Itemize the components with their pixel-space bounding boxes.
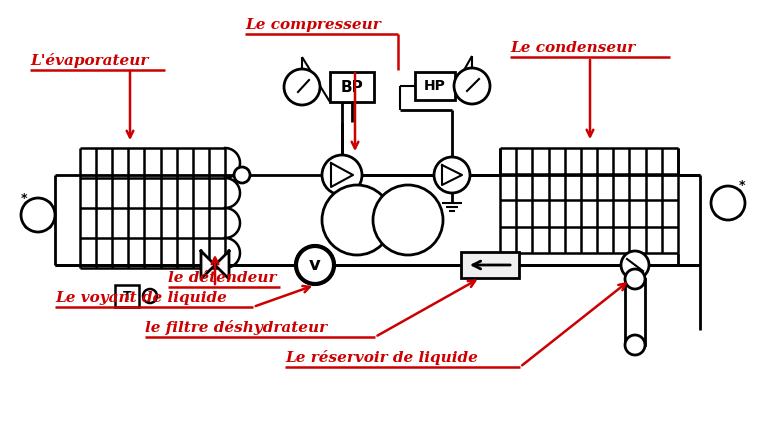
Bar [345,195,389,225]
Bar [625,279,645,345]
Polygon shape [442,165,462,185]
Circle shape [711,186,745,220]
Polygon shape [201,251,215,279]
Circle shape [625,269,645,289]
Circle shape [625,335,645,355]
Circle shape [322,155,362,195]
Circle shape [21,198,55,232]
Circle shape [143,289,157,303]
Circle shape [234,167,250,183]
Text: le filtre déshydrateur: le filtre déshydrateur [145,320,327,335]
Bar [461,252,519,278]
Circle shape [296,246,334,284]
Text: BP: BP [340,79,363,95]
Circle shape [284,69,320,105]
Text: T: T [122,290,132,303]
Text: L'évaporateur: L'évaporateur [30,53,148,68]
Circle shape [434,157,470,193]
Circle shape [373,185,443,255]
Bar [415,72,455,100]
Circle shape [322,185,392,255]
Polygon shape [215,251,229,279]
Circle shape [296,246,334,284]
Text: *: * [21,191,28,204]
Text: Le voyant de liquide: Le voyant de liquide [55,291,227,305]
Text: le détendeur: le détendeur [168,271,276,285]
Text: Le condenseur: Le condenseur [510,41,635,55]
Circle shape [621,251,649,279]
Bar [115,285,139,307]
Text: v: v [309,256,321,274]
Text: Le réservoir de liquide: Le réservoir de liquide [285,350,478,365]
Bar [330,72,374,102]
Circle shape [454,68,490,104]
Polygon shape [331,163,353,187]
Text: Le compresseur: Le compresseur [245,18,381,32]
Text: *: * [739,178,745,191]
Text: HP: HP [424,79,446,93]
